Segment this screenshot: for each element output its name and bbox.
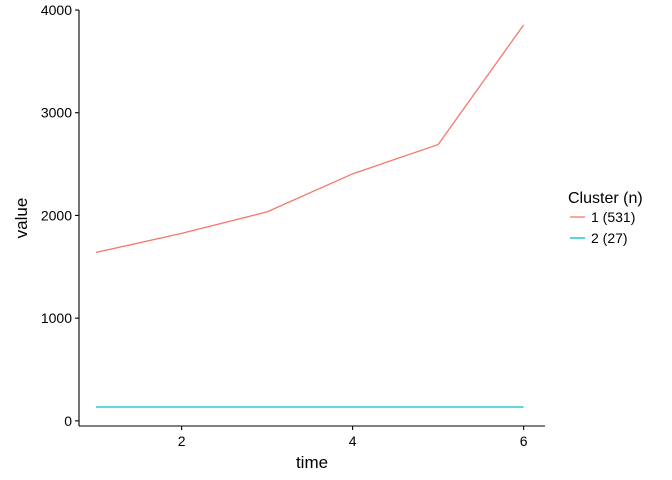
- series-lines: [95, 24, 525, 408]
- y-tick-label: 1000: [41, 310, 72, 326]
- y-tick-label: 4000: [41, 2, 72, 18]
- x-axis-title: time: [296, 453, 328, 472]
- y-tick-label: 0: [64, 413, 72, 429]
- ticks: 0 1000 2000 3000 4000 2 4 6: [41, 2, 528, 449]
- x-tick-label: 2: [178, 433, 186, 449]
- legend-label-1: 1 (531): [591, 209, 635, 225]
- y-axis-title: value: [12, 198, 31, 239]
- legend-label-2: 2 (27): [591, 230, 628, 246]
- legend: Cluster (n) 1 (531) 2 (27): [568, 190, 643, 246]
- axes: [78, 10, 545, 427]
- x-tick-label: 6: [520, 433, 528, 449]
- legend-title: Cluster (n): [568, 190, 643, 207]
- series-line-1: [95, 24, 525, 254]
- y-tick-label: 3000: [41, 105, 72, 121]
- x-tick-label: 4: [349, 433, 357, 449]
- y-tick-label: 2000: [41, 207, 72, 223]
